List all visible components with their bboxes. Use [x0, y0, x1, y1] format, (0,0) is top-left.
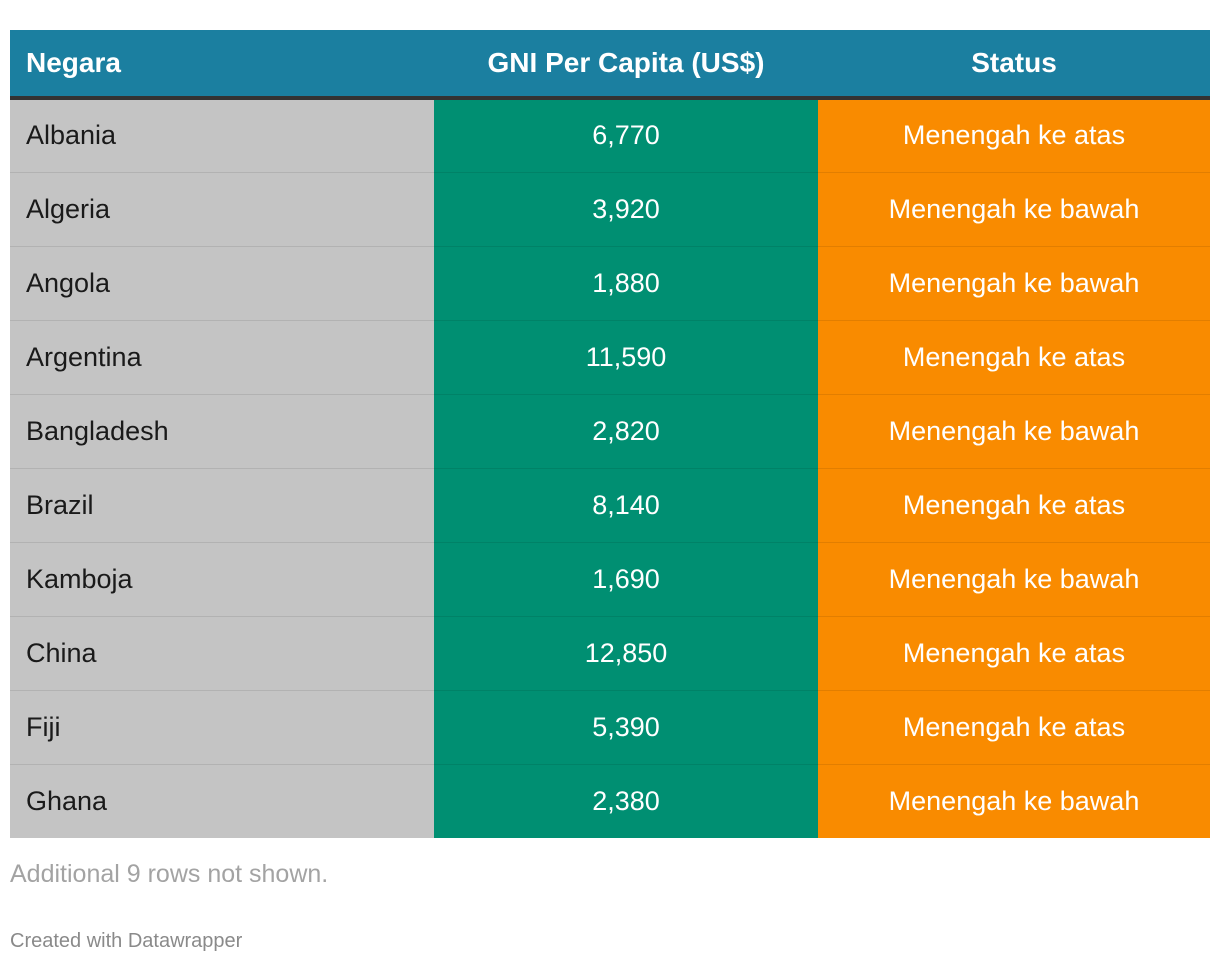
cell-status: Menengah ke bawah [818, 172, 1210, 247]
header-gni-per-capita[interactable]: GNI Per Capita (US$) [434, 30, 818, 100]
cell-country: Brazil [10, 468, 434, 543]
table-row: Ghana 2,380 Menengah ke bawah [10, 764, 1210, 838]
cell-status: Menengah ke bawah [818, 246, 1210, 321]
cell-status: Menengah ke atas [818, 690, 1210, 765]
rows-not-shown-note: Additional 9 rows not shown. [10, 860, 329, 888]
cell-country: Algeria [10, 172, 434, 247]
cell-country: Kamboja [10, 542, 434, 617]
cell-gni: 6,770 [434, 98, 818, 173]
cell-country: Bangladesh [10, 394, 434, 469]
cell-status: Menengah ke atas [818, 98, 1210, 173]
cell-status: Menengah ke bawah [818, 764, 1210, 838]
table-row: Albania 6,770 Menengah ke atas [10, 98, 1210, 173]
table-row: Argentina 11,590 Menengah ke atas [10, 320, 1210, 395]
cell-country: Ghana [10, 764, 434, 838]
header-status[interactable]: Status [818, 30, 1210, 100]
cell-gni: 3,920 [434, 172, 818, 247]
table-row: Kamboja 1,690 Menengah ke bawah [10, 542, 1210, 617]
cell-gni: 2,820 [434, 394, 818, 469]
cell-status: Menengah ke atas [818, 468, 1210, 543]
cell-status: Menengah ke atas [818, 616, 1210, 691]
gni-table: Negara GNI Per Capita (US$) Status Alban… [10, 30, 1210, 838]
table-row: Fiji 5,390 Menengah ke atas [10, 690, 1210, 765]
table-row: China 12,850 Menengah ke atas [10, 616, 1210, 691]
cell-country: Argentina [10, 320, 434, 395]
cell-gni: 1,880 [434, 246, 818, 321]
table-row: Brazil 8,140 Menengah ke atas [10, 468, 1210, 543]
cell-country: Angola [10, 246, 434, 321]
cell-gni: 11,590 [434, 320, 818, 395]
cell-country: Albania [10, 98, 434, 173]
cell-gni: 5,390 [434, 690, 818, 765]
cell-status: Menengah ke atas [818, 320, 1210, 395]
cell-gni: 12,850 [434, 616, 818, 691]
datawrapper-credit: Created with Datawrapper [10, 930, 243, 952]
cell-gni: 1,690 [434, 542, 818, 617]
cell-status: Menengah ke bawah [818, 542, 1210, 617]
table-row: Angola 1,880 Menengah ke bawah [10, 246, 1210, 321]
cell-status: Menengah ke bawah [818, 394, 1210, 469]
cell-country: Fiji [10, 690, 434, 765]
data-table-container: Negara GNI Per Capita (US$) Status Alban… [10, 30, 1210, 838]
table-row: Bangladesh 2,820 Menengah ke bawah [10, 394, 1210, 469]
table-header-row: Negara GNI Per Capita (US$) Status [10, 30, 1210, 100]
cell-gni: 8,140 [434, 468, 818, 543]
cell-country: China [10, 616, 434, 691]
table-row: Algeria 3,920 Menengah ke bawah [10, 172, 1210, 247]
header-negara[interactable]: Negara [10, 30, 434, 100]
cell-gni: 2,380 [434, 764, 818, 838]
